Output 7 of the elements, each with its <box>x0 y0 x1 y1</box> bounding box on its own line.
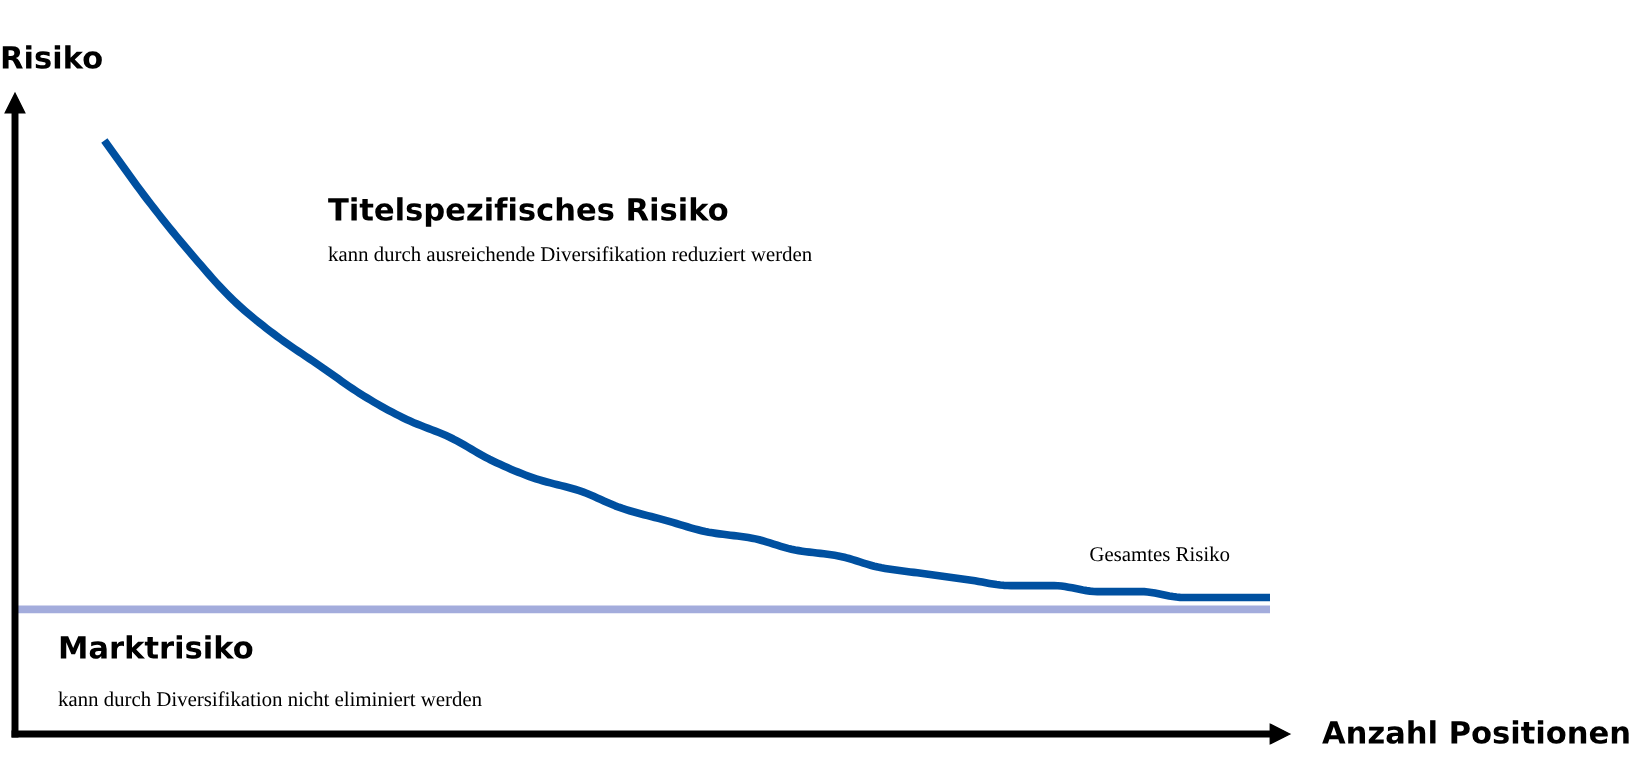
annotation: kann durch ausreichende Diversifikation reduziert werden <box>328 246 812 262</box>
annotation: kann durch Diversifikation nicht eliminiert werden <box>58 691 482 707</box>
series-label: Marktrisiko <box>60 635 253 659</box>
series-label: Gesamtes Risiko <box>1090 546 1230 562</box>
annotation: Titelspezifisches Risiko <box>328 197 728 227</box>
y-axis-title: Risiko <box>2 45 102 69</box>
x-axis-title: Anzahl Positionen <box>1322 720 1629 744</box>
